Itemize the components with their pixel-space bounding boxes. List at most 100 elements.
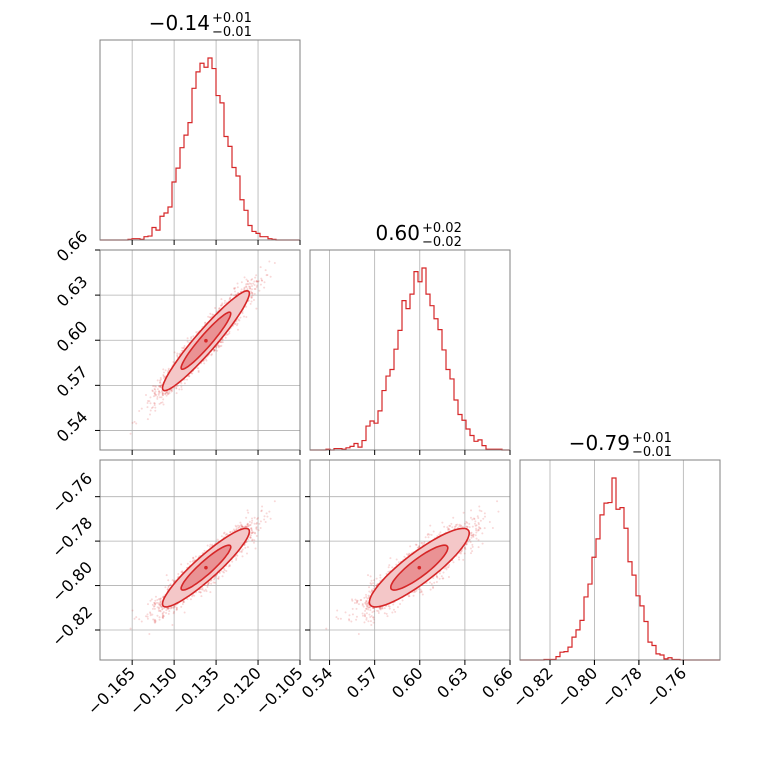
sample-point bbox=[477, 521, 480, 524]
sample-point bbox=[273, 500, 276, 503]
sample-point bbox=[172, 361, 175, 364]
sample-point bbox=[158, 618, 161, 621]
sample-point bbox=[225, 570, 228, 573]
sample-point bbox=[413, 591, 416, 594]
sample-point bbox=[473, 518, 476, 521]
sample-point bbox=[173, 579, 176, 582]
sample-point bbox=[448, 528, 451, 531]
sample-point bbox=[432, 586, 435, 589]
x-tick-label: −0.78 bbox=[598, 663, 646, 711]
sample-point bbox=[148, 633, 151, 636]
sample-point bbox=[180, 388, 183, 391]
sample-point bbox=[165, 612, 168, 615]
sample-point bbox=[236, 282, 239, 285]
sample-point bbox=[191, 595, 194, 598]
density-frame bbox=[309, 459, 511, 661]
sample-point bbox=[253, 539, 256, 542]
sample-point bbox=[245, 315, 248, 318]
sample-point bbox=[175, 392, 178, 395]
sample-point bbox=[166, 607, 169, 610]
sample-point bbox=[468, 522, 471, 525]
sample-point bbox=[161, 613, 164, 616]
sample-point bbox=[246, 280, 249, 283]
sample-point bbox=[163, 376, 166, 379]
sample-point bbox=[170, 606, 173, 609]
sample-point bbox=[470, 534, 473, 537]
sample-point bbox=[249, 287, 252, 290]
sample-point bbox=[430, 582, 433, 585]
sample-point bbox=[173, 351, 176, 354]
sample-point bbox=[438, 572, 441, 575]
sample-point bbox=[175, 608, 178, 611]
sample-point bbox=[217, 345, 220, 348]
sample-point bbox=[452, 561, 455, 564]
sample-point bbox=[200, 595, 203, 598]
sample-point bbox=[154, 619, 157, 622]
sample-point bbox=[365, 616, 368, 619]
sample-point bbox=[269, 517, 272, 520]
sample-point bbox=[430, 533, 433, 536]
sample-point bbox=[463, 552, 466, 555]
sample-point bbox=[240, 288, 243, 291]
sample-point bbox=[228, 298, 231, 301]
sample-point bbox=[245, 278, 248, 281]
sample-point bbox=[258, 289, 261, 292]
sample-point bbox=[409, 545, 412, 548]
sample-point bbox=[235, 558, 238, 561]
sample-point bbox=[447, 575, 450, 578]
sample-point bbox=[161, 614, 164, 617]
sample-point bbox=[133, 420, 136, 423]
sample-point bbox=[154, 603, 157, 606]
sample-point bbox=[158, 379, 161, 382]
sample-point bbox=[183, 382, 186, 385]
sample-point bbox=[241, 525, 244, 528]
sample-point bbox=[250, 300, 253, 303]
sample-point bbox=[388, 564, 391, 567]
sample-point bbox=[178, 352, 181, 355]
sample-point bbox=[367, 597, 370, 600]
sample-point bbox=[180, 385, 183, 388]
sample-point bbox=[408, 552, 411, 555]
y-tick-label: −0.78 bbox=[48, 513, 96, 561]
sample-point bbox=[249, 535, 252, 538]
param-median: 0.60 bbox=[375, 221, 420, 245]
sample-point bbox=[159, 597, 162, 600]
sample-point bbox=[180, 349, 183, 352]
sample-point bbox=[367, 608, 370, 611]
sample-point bbox=[466, 521, 469, 524]
sample-point bbox=[417, 588, 420, 591]
sample-point bbox=[251, 278, 254, 281]
sample-point bbox=[216, 577, 219, 580]
sample-point bbox=[386, 615, 389, 618]
sample-point bbox=[403, 555, 406, 558]
sample-point bbox=[201, 586, 204, 589]
sample-point bbox=[348, 619, 351, 622]
sample-point bbox=[369, 606, 372, 609]
sample-point bbox=[466, 541, 469, 544]
sample-point bbox=[221, 341, 224, 344]
sample-point bbox=[154, 406, 157, 409]
param-minus-error: −0.01 bbox=[632, 445, 672, 460]
sample-point bbox=[421, 542, 424, 545]
sample-point bbox=[263, 515, 266, 518]
sample-point bbox=[155, 393, 158, 396]
sample-point bbox=[204, 588, 207, 591]
sample-point bbox=[172, 607, 175, 610]
sample-point bbox=[160, 378, 163, 381]
sample-point bbox=[221, 338, 224, 341]
sample-point bbox=[209, 316, 212, 319]
sample-point bbox=[260, 277, 263, 280]
sample-point bbox=[153, 620, 156, 623]
sample-point bbox=[253, 516, 256, 519]
sample-point bbox=[466, 526, 469, 529]
sample-point bbox=[261, 279, 264, 282]
y-tick-label: 0.60 bbox=[53, 317, 92, 356]
sample-point bbox=[361, 612, 364, 615]
density-frame bbox=[99, 249, 301, 451]
sample-point bbox=[446, 526, 449, 529]
sample-point bbox=[173, 606, 176, 609]
sample-point bbox=[159, 381, 162, 384]
sample-point bbox=[415, 589, 418, 592]
sample-point bbox=[471, 534, 474, 537]
sample-point bbox=[462, 558, 465, 561]
